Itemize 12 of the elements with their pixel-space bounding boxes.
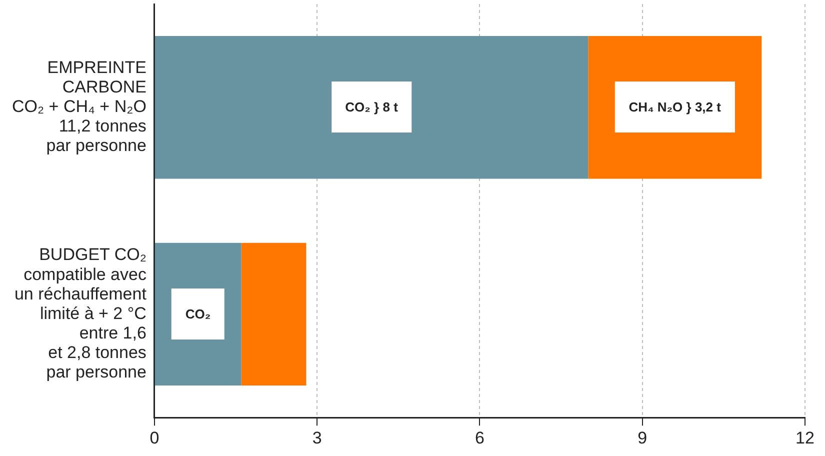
bar xyxy=(154,36,588,179)
x-tick-label: 9 xyxy=(638,428,648,448)
x-tick-label: 12 xyxy=(796,428,814,448)
text-box: CO₂ xyxy=(171,288,225,340)
y-tick-label: EMPREINTE CARBONE CO₂ + CH₄ + N₂O 11,2 tonnes par personne xyxy=(12,58,146,156)
x-tick-label: 0 xyxy=(150,428,160,448)
x-tick-label: 3 xyxy=(312,428,322,448)
x-tick-label: 6 xyxy=(474,428,484,448)
text-box: CH₄ N₂O } 3,2 t xyxy=(614,82,735,133)
text-box: CO₂ } 8 t xyxy=(331,82,412,133)
bar xyxy=(241,242,306,386)
y-tick-label: BUDGET CO₂ compatible avec un réchauffement limité à + 2 °C entre 1,6 et 2,8 tonnes par personne xyxy=(14,245,147,382)
